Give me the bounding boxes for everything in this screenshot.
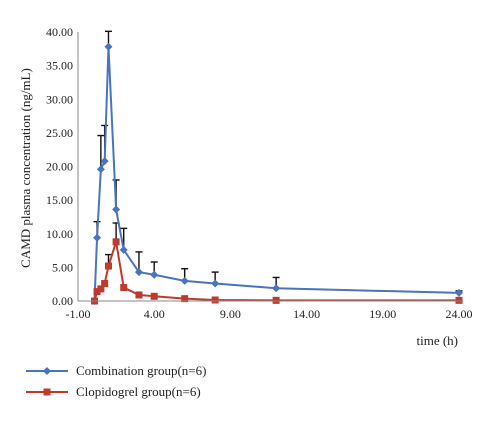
y-tick-label: 10.00: [46, 227, 73, 241]
series-line-1: [93, 46, 460, 302]
data-point-diamond: [93, 233, 102, 242]
legend-label-1: Combination group(n=6): [76, 363, 206, 378]
legend-marker-square: [43, 388, 51, 396]
data-point-square: [211, 296, 219, 304]
data-point-square: [101, 280, 109, 288]
data-point-diamond: [134, 268, 143, 277]
x-tick-label: 24.00: [446, 307, 473, 321]
data-point-square: [181, 295, 189, 303]
data-point-diamond: [150, 270, 159, 279]
legend-marker-diamond: [43, 367, 51, 375]
x-tick-label: 4.00: [144, 307, 165, 321]
data-point-diamond: [180, 276, 189, 285]
series-lines: [93, 46, 460, 302]
y-tick-label: 20.00: [46, 160, 73, 174]
data-point-square: [104, 262, 112, 270]
x-axis-title: time (h): [416, 333, 458, 348]
data-point-square: [135, 291, 143, 299]
error-bars: [93, 30, 463, 293]
y-axis-title: CAMD plasma concentration (ng/mL): [18, 68, 33, 268]
legend-label-2: Clopidogrel group(n=6): [76, 384, 201, 399]
y-tick-labels: 0.00 5.00 10.00 15.00 20.00 25.00 30.00 35.00 40…: [46, 25, 73, 308]
data-point-square: [150, 292, 158, 300]
data-point-diamond: [272, 284, 281, 293]
data-point-square: [93, 288, 101, 296]
data-point-diamond: [104, 42, 113, 51]
data-point-square: [97, 285, 105, 293]
data-point-square: [455, 296, 463, 304]
data-point-square: [272, 296, 280, 304]
y-tick-label: 15.00: [46, 193, 73, 207]
y-tick-label: 5.00: [52, 260, 73, 274]
data-point-diamond: [96, 165, 105, 174]
y-tick-label: 30.00: [46, 92, 73, 106]
x-tick-labels: -1.00 4.00 9.00 14.00 19.00 24.00: [66, 307, 473, 321]
x-tick-label: -1.00: [66, 307, 91, 321]
series-markers: [90, 42, 463, 305]
y-tick-label: 25.00: [46, 126, 73, 140]
data-point-diamond: [112, 205, 121, 214]
data-point-square: [120, 284, 128, 292]
data-point-diamond: [455, 288, 463, 297]
x-tick-label: 19.00: [369, 307, 396, 321]
y-tick-label: 0.00: [52, 294, 73, 308]
y-tick-label: 35.00: [46, 59, 73, 73]
data-point-square: [112, 238, 120, 246]
x-tick-label: 9.00: [220, 307, 241, 321]
data-point-diamond: [119, 245, 128, 254]
y-tick-label: 40.00: [46, 25, 73, 39]
legend: Combination group(n=6) Clopidogrel group(…: [26, 363, 206, 399]
data-point-diamond: [100, 157, 109, 166]
data-point-diamond: [211, 279, 220, 288]
x-tick-label: 14.00: [293, 307, 320, 321]
